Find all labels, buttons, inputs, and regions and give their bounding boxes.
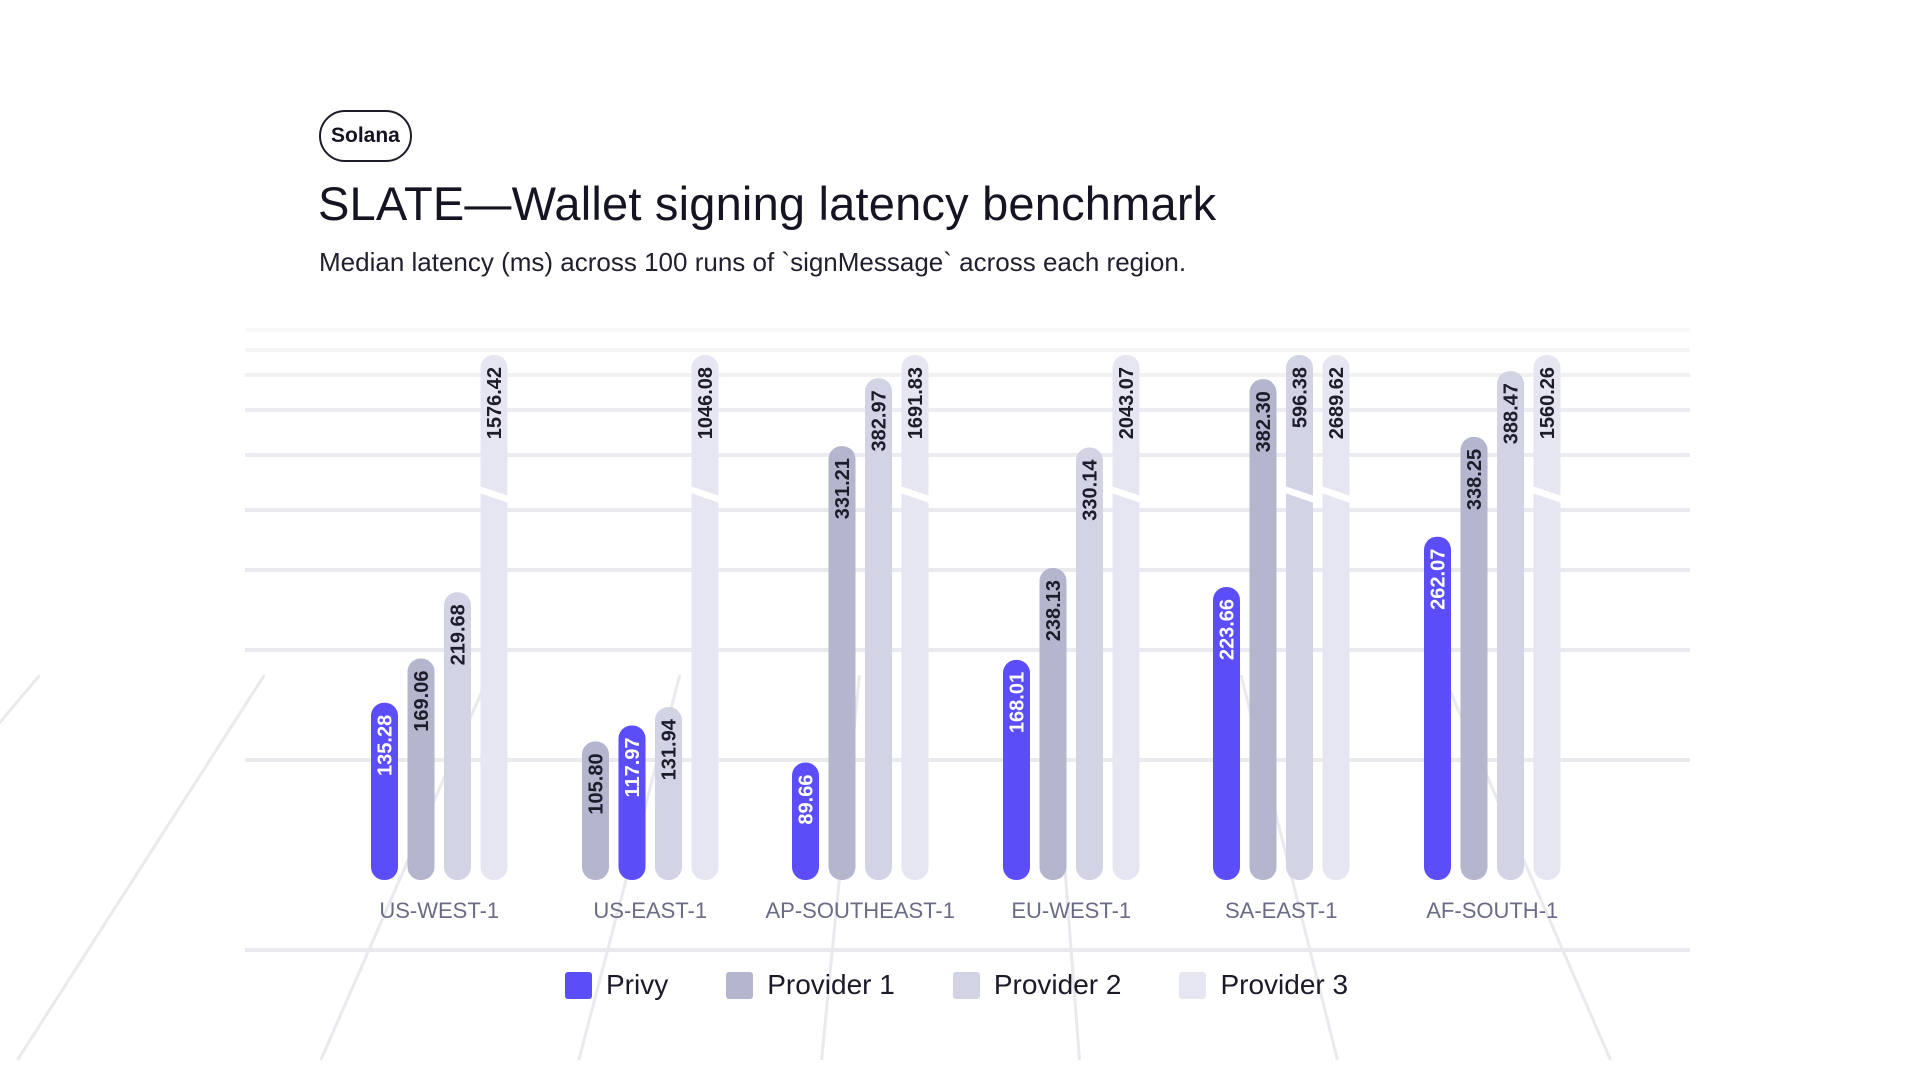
region-group: 168.01 238.13 330.14 2043.07 (1003, 355, 1144, 880)
region-group: 105.80 117.97 131.94 1046.08 (582, 355, 723, 880)
bar-value-label: 338.25 (1464, 449, 1486, 510)
bar-value-label: 105.80 (586, 753, 608, 814)
axis-break-mark (1318, 485, 1354, 504)
region-group: 262.07 338.25 388.47 1560.26 (1424, 355, 1565, 880)
region-labels: US-WEST-1 US-EAST-1 AP-SOUTHEAST-1 EU-WEST-… (379, 898, 1558, 923)
bar-value-label: 382.97 (869, 390, 891, 451)
axis-break-mark (476, 485, 512, 504)
bar-value-label: 168.01 (1007, 672, 1029, 733)
legend-item-provider-3: Provider 3 (1179, 969, 1348, 1001)
legend-item-provider-2: Provider 2 (952, 969, 1122, 1001)
bar (1249, 379, 1277, 880)
axis-break-mark (1529, 485, 1565, 504)
network-chip: Solana (319, 110, 412, 162)
axis-break-mark (1282, 485, 1317, 504)
bar-value-label: 131.94 (659, 718, 681, 780)
bar (582, 741, 609, 880)
bar (828, 446, 856, 880)
grid-line (0, 674, 41, 725)
bar-value-label: 262.07 (1428, 549, 1450, 610)
bar (792, 762, 819, 880)
bar-value-label: 596.38 (1290, 367, 1312, 428)
region-label: AP-SOUTHEAST-1 (766, 898, 955, 923)
legend-label: Provider 1 (767, 969, 895, 1000)
bar-value-label: 1576.42 (484, 367, 506, 439)
bar-value-label: 1560.26 (1537, 367, 1559, 439)
axis-break-mark (1108, 485, 1144, 504)
bar (691, 355, 719, 880)
bar (480, 355, 508, 880)
bar (1497, 371, 1524, 880)
legend-swatch-provider-1 (726, 971, 754, 999)
chart-legend: Privy Provider 1 Provider 2 Provider 3 (565, 969, 1406, 1001)
bar-value-label: 223.66 (1217, 599, 1239, 660)
bar (655, 707, 682, 880)
axis-break-mark (687, 485, 723, 504)
bar-value-label: 388.47 (1501, 383, 1523, 444)
region-group: 89.66 331.21 382.97 1691.83 (792, 355, 933, 880)
bar-value-label: 135.28 (375, 715, 397, 776)
bar-value-label: 330.14 (1080, 459, 1102, 521)
bar-value-label: 2689.62 (1326, 367, 1348, 439)
bar (1322, 355, 1350, 880)
region-label: US-WEST-1 (379, 898, 499, 923)
bar-value-label: 169.06 (411, 671, 433, 732)
legend-swatch-privy (565, 971, 592, 999)
bar (1424, 536, 1451, 880)
bar (865, 378, 892, 880)
bar-value-label: 238.13 (1043, 580, 1065, 641)
bar (1003, 659, 1030, 880)
bar (407, 658, 435, 880)
bar (1460, 436, 1488, 880)
bar-value-label: 1691.83 (905, 367, 927, 439)
legend-label: Privy (606, 969, 669, 1000)
legend-label: Provider 3 (1220, 969, 1349, 1000)
bar-value-label: 2043.07 (1116, 367, 1138, 439)
bar (1286, 355, 1313, 880)
bar-value-label: 382.30 (1253, 391, 1275, 452)
axis-break-mark (897, 485, 933, 504)
bar (1112, 355, 1140, 880)
legend-item-provider-1: Provider 1 (726, 969, 895, 1001)
region-group: 223.66 382.30 596.38 2689.62 (1213, 355, 1354, 880)
bar-value-label: 331.21 (832, 458, 854, 519)
bar (901, 355, 929, 880)
bar (371, 702, 398, 880)
bar-value-label: 219.68 (448, 604, 470, 665)
grid-mask (245, 1060, 1690, 1080)
legend-item-privy: Privy (565, 969, 668, 1001)
chart-subtitle: Median latency (ms) across 100 runs of `… (319, 247, 1187, 277)
bar-groups: 135.28 169.06 219.68 1576.42 105.80 117.97 131… (371, 355, 1565, 880)
bar (1533, 355, 1561, 880)
bar (1039, 568, 1067, 880)
region-group: 135.28 169.06 219.68 1576.42 (371, 355, 512, 880)
bar-value-label: 89.66 (796, 775, 818, 825)
region-label: US-EAST-1 (593, 898, 707, 923)
legend-swatch-provider-2 (952, 971, 980, 999)
bar (1213, 587, 1240, 880)
bar-value-label: 117.97 (622, 737, 644, 797)
grid-line (16, 674, 266, 1061)
bar (444, 592, 471, 880)
bar-value-label: 1046.08 (695, 367, 717, 439)
region-label: EU-WEST-1 (1011, 898, 1131, 923)
page-title: SLATE—Wallet signing latency benchmark (318, 177, 1217, 230)
region-label: SA-EAST-1 (1225, 898, 1337, 923)
legend-swatch-provider-3 (1179, 971, 1207, 999)
region-label: AF-SOUTH-1 (1426, 898, 1558, 923)
legend-label: Provider 2 (993, 969, 1122, 1000)
bar (618, 725, 646, 880)
bar (1076, 447, 1103, 880)
